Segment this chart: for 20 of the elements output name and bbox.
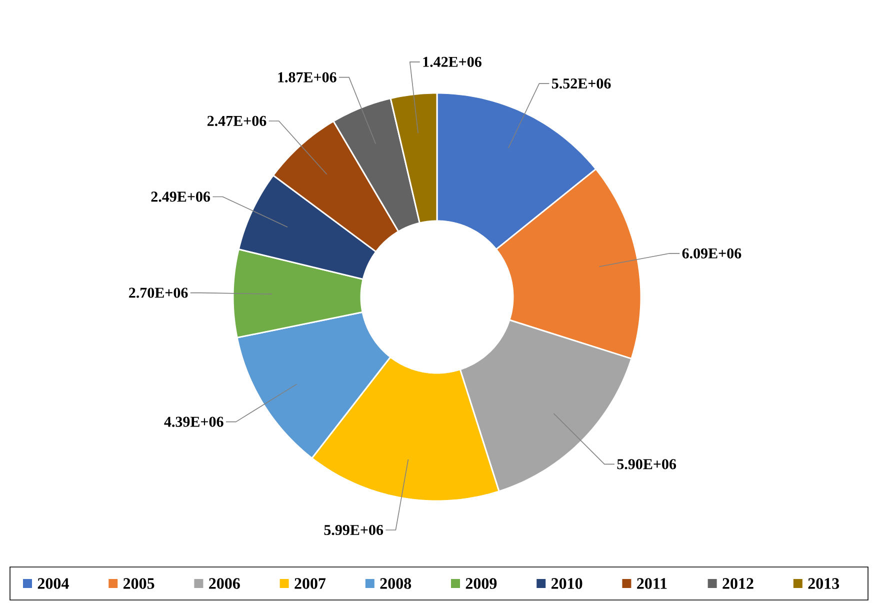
data-label: 2.70E+06 [129,288,188,298]
legend-label: 2012 [722,578,754,589]
legend-label: 2013 [808,578,840,589]
legend-label: 2011 [637,578,667,589]
data-label: 5.52E+06 [552,78,611,89]
legend-label: 2010 [551,578,582,589]
legend-label: 2008 [380,578,412,589]
data-label: 2.47E+06 [207,116,266,126]
legend-label: 2006 [209,578,240,589]
data-label: 6.09E+06 [682,248,742,259]
legend-label: 2009 [466,578,497,589]
data-label: 1.87E+06 [278,72,336,82]
data-label: 4.39E+06 [164,416,224,427]
data-label: 1.42E+06 [423,56,482,68]
legend-label: 2004 [38,578,69,589]
data-label: 5.99E+06 [324,524,384,536]
data-label: 2.49E+06 [151,192,210,202]
data-label: 5.90E+06 [617,459,676,470]
legend-label: 2005 [123,578,154,589]
legend-label: 2007 [294,578,326,589]
